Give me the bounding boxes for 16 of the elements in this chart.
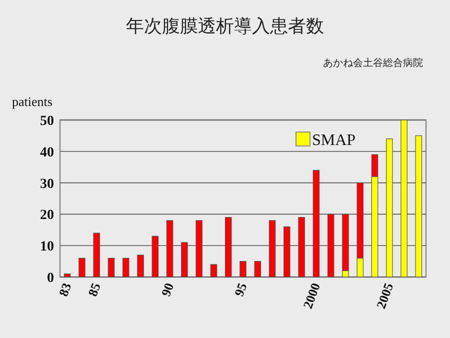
y-tick-label: 10 [40, 240, 54, 255]
x-tick-label: 83 [56, 280, 74, 298]
y-axis-title: patients [12, 94, 52, 109]
x-tick-label: 95 [231, 280, 250, 298]
y-tick-label: 50 [40, 114, 54, 129]
y-tick-label: 40 [40, 145, 54, 160]
y-tick-label: 20 [40, 208, 54, 224]
x-tick-label: 2000 [300, 280, 324, 310]
x-tick-label: 2005 [373, 280, 396, 310]
x-tick-label: 85 [84, 280, 104, 298]
y-tick-label: 0 [47, 271, 54, 286]
x-tick-label: 90 [158, 280, 177, 298]
chart-title: 年次腹膜透析導入患者数 [126, 16, 324, 37]
chart-subtitle: あかね会土谷総合病院 [323, 57, 423, 69]
legend-label: SMAP [312, 132, 356, 149]
y-tick-label: 30 [40, 176, 54, 192]
